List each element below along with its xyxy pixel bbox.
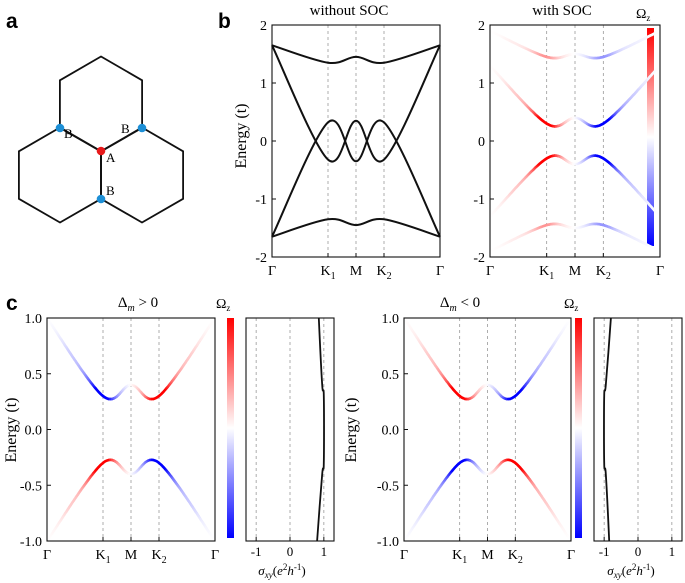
colorbar-c-right: Ωz	[564, 297, 582, 538]
y-tick-label: 1	[260, 77, 267, 92]
sigma-curve	[316, 317, 325, 542]
band-line-1	[271, 44, 441, 64]
sigma-tick-label: 0	[635, 544, 642, 559]
band-line-4	[271, 218, 441, 238]
y-tick-label: 0	[260, 135, 267, 150]
y-tick-label: 0.5	[382, 368, 400, 383]
sigma-axis-label-left: σxy(e2h-1)	[258, 562, 305, 580]
energy-axis-title-c-left: Energy (t)	[3, 397, 20, 462]
y-tick-label: -1	[473, 193, 485, 208]
site-b-label-right: B	[121, 121, 130, 136]
y-tick-label: 1.0	[382, 312, 400, 327]
x-tick-label: M	[125, 548, 138, 563]
x-tick-label: M	[481, 548, 494, 563]
colorbar-label-c-right: Ωz	[564, 297, 578, 313]
energy-axis-title-c-right: Energy (t)	[343, 397, 360, 462]
site-b-dot-left	[55, 123, 65, 133]
y-tick-label: -1	[255, 193, 267, 208]
y-tick-label: 1	[478, 77, 485, 92]
hexagon-3	[100, 126, 185, 224]
colorbar-b: Ωz	[636, 7, 654, 246]
x-tick-label: Γ	[43, 548, 51, 563]
y-tick-label: -1.0	[377, 535, 399, 550]
x-tick-label: K2	[376, 264, 391, 282]
x-tick-label: Γ	[567, 548, 575, 563]
sigma-tick-label: -1	[599, 544, 610, 559]
y-tick-label: -1.0	[20, 535, 42, 550]
colorbar-c-left: Ωz	[216, 297, 234, 538]
x-tick-label: Γ	[400, 548, 408, 563]
hexagon-2	[17, 126, 102, 224]
x-tick-label: K2	[508, 548, 523, 566]
x-tick-label: K2	[151, 548, 166, 566]
x-tick-label: K1	[452, 548, 467, 566]
sigma-tick-label: 1	[321, 544, 328, 559]
panel-label-c: c	[6, 292, 18, 315]
chart-c-right: -1.0 -0.5 0.0 0.5 1.0 Γ K1 M K2 Γ	[377, 312, 575, 566]
x-tick-label: K1	[320, 264, 335, 282]
panel-label-b: b	[218, 10, 231, 33]
site-a-label: A	[106, 150, 116, 165]
sigma-tick-label: 1	[669, 544, 676, 559]
y-tick-label: 0.0	[25, 424, 43, 439]
title-with-soc: with SOC	[532, 3, 592, 19]
band-line-3	[271, 119, 441, 238]
y-tick-label: 0.0	[382, 424, 400, 439]
y-tick-label: 0	[478, 135, 485, 150]
colorbar-label-c-left: Ωz	[216, 297, 230, 313]
site-b-label-left: B	[64, 126, 73, 141]
site-a-dot	[96, 146, 106, 156]
title-delta-positive: Δm > 0	[118, 295, 158, 314]
y-tick-label: -2	[473, 251, 485, 266]
x-tick-label: K2	[596, 264, 611, 282]
x-tick-label: M	[569, 264, 582, 279]
honeycomb-lattice: A B B B	[17, 55, 185, 224]
plot-frame	[403, 317, 572, 542]
site-b-label-bottom: B	[106, 183, 115, 198]
title-delta-negative: Δm < 0	[440, 295, 480, 314]
x-tick-label: Γ	[656, 264, 664, 279]
y-tick-label: 1.0	[25, 312, 43, 327]
chart-b-left: -2 -1 0 1 2 Γ K1 M K2 Γ	[255, 19, 444, 282]
plot-frame	[46, 317, 216, 542]
y-tick-label: 2	[260, 19, 267, 34]
chart-c-left: -1.0 -0.5 0.0 0.5 1.0 Γ K1 M K2 Γ	[20, 312, 219, 566]
x-tick-label: Γ	[486, 264, 494, 279]
x-tick-label: Γ	[211, 548, 219, 563]
chart-c-left-sigma: -1 0 1	[245, 317, 335, 559]
sigma-axis-label-right: σxy(e2h-1)	[607, 562, 654, 580]
y-tick-label: -0.5	[20, 479, 42, 494]
chart-c-right-sigma: -1 0 1	[593, 317, 683, 559]
colorbar-label-b: Ωz	[636, 7, 650, 23]
sigma-tick-label: 0	[287, 544, 294, 559]
x-tick-label: K1	[95, 548, 110, 566]
site-b-dot-right	[137, 123, 147, 133]
panel-label-a: a	[6, 10, 18, 33]
sigma-curve	[603, 317, 612, 542]
y-tick-label: 0.5	[25, 368, 43, 383]
x-tick-label: M	[350, 264, 363, 279]
title-without-soc: without SOC	[310, 3, 389, 19]
x-tick-label: Γ	[436, 264, 444, 279]
sigma-tick-label: -1	[251, 544, 262, 559]
chart-b-right: -2 -1 0 1 2 Γ K1 M K2 Γ	[473, 19, 664, 282]
x-tick-label: Γ	[268, 264, 276, 279]
y-tick-label: -2	[255, 251, 267, 266]
y-tick-label: -0.5	[377, 479, 399, 494]
site-b-dot-bottom	[96, 194, 106, 204]
x-tick-label: K1	[539, 264, 554, 282]
y-tick-label: 2	[478, 19, 485, 34]
energy-axis-title-b: Energy (t)	[233, 103, 250, 168]
band-line-2	[271, 44, 441, 163]
